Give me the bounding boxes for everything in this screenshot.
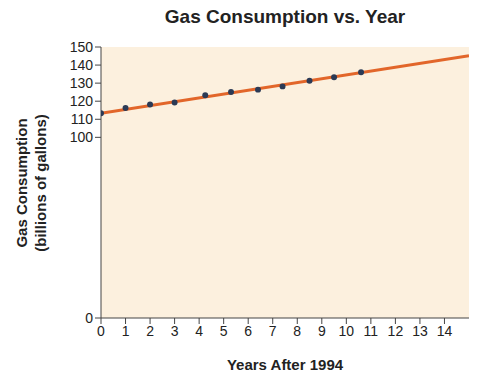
html-text:Gas Consumption vs. Year: Gas Consumption vs. Year [164, 6, 406, 27]
svg-text:1: 1 [122, 323, 130, 339]
svg-text:3: 3 [171, 323, 179, 339]
svg-text:150: 150 [70, 39, 94, 55]
svg-text:120: 120 [70, 93, 94, 109]
html-text:Gas Consumption: Gas Consumption [13, 117, 30, 248]
svg-text:9: 9 [318, 323, 326, 339]
svg-text:11: 11 [364, 323, 379, 339]
svg-text:0: 0 [97, 323, 105, 339]
svg-text:130: 130 [70, 75, 94, 91]
svg-text:14: 14 [437, 323, 453, 339]
svg-text:10: 10 [339, 323, 355, 339]
svg-text:2: 2 [146, 323, 154, 339]
svg-text:100: 100 [70, 129, 94, 145]
svg-text:7: 7 [269, 323, 277, 339]
svg-text:8: 8 [293, 323, 301, 339]
svg-text:13: 13 [412, 323, 428, 339]
svg-text:4: 4 [195, 323, 203, 339]
svg-text:5: 5 [220, 323, 228, 339]
svg-text:0: 0 [85, 310, 93, 326]
svg-text:12: 12 [388, 323, 404, 339]
html-text:(billions of gallons): (billions of gallons) [32, 113, 49, 252]
svg-text:Years After 1994: Years After 1994 [227, 356, 344, 373]
svg-text:6: 6 [244, 323, 252, 339]
svg-text:140: 140 [70, 57, 94, 73]
svg-text:110: 110 [71, 111, 94, 127]
